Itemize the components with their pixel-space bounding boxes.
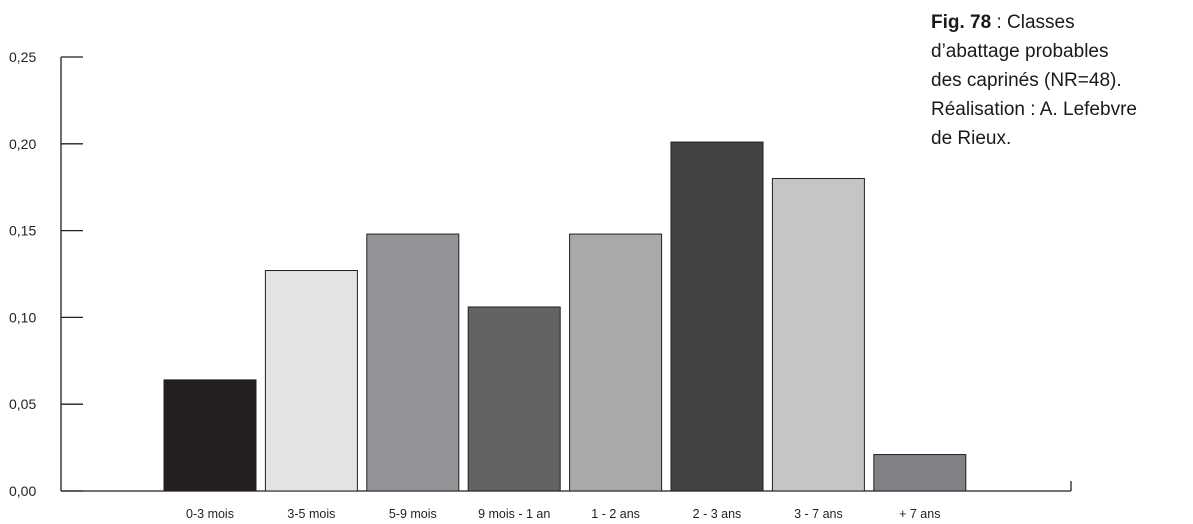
tick-labels: 0,00 0,05 0,10 0,15 0,20 0,25 0-3 mois 3-5 mois… (9, 49, 940, 521)
caption-line-4: Réalisation : A. Lefebvre (931, 99, 1137, 120)
y-tick-label: 0,25 (9, 49, 36, 65)
caption-figure-number: Fig. 78 (931, 12, 992, 33)
figure-caption: Fig. 78 : Classes d’abattage probables d… (931, 8, 1191, 153)
bar (771, 178, 865, 492)
x-tick-label: 1 - 2 ans (591, 507, 640, 521)
x-tick-label: 3 - 7 ans (794, 507, 843, 521)
y-tick-label: 0,00 (9, 483, 36, 499)
caption-line-2: d’abattage probables (931, 41, 1109, 62)
x-tick-label: 0-3 mois (186, 507, 234, 521)
caption-title-start: : Classes (991, 12, 1075, 33)
y-tick-label: 0,05 (9, 396, 36, 412)
x-tick-label: 9 mois - 1 an (478, 507, 550, 521)
bar (264, 270, 358, 492)
x-tick-label: 3-5 mois (287, 507, 335, 521)
x-tick-label: 2 - 3 ans (693, 507, 742, 521)
caption-line-5: de Rieux. (931, 128, 1012, 149)
y-tick-label: 0,15 (9, 223, 36, 239)
bar (873, 454, 967, 492)
caption-line-3: des caprinés (NR=48). (931, 70, 1122, 91)
x-tick-label: 5-9 mois (389, 507, 437, 521)
bar (670, 141, 764, 492)
bar (366, 233, 460, 492)
bar (467, 306, 561, 492)
bar (163, 379, 257, 492)
x-tick-label: + 7 ans (899, 507, 940, 521)
y-tick-label: 0,10 (9, 309, 36, 325)
bar (569, 233, 663, 492)
y-tick-label: 0,20 (9, 136, 36, 152)
bars (163, 141, 967, 492)
caption-line-1: Fig. 78 : Classes (931, 8, 1191, 37)
